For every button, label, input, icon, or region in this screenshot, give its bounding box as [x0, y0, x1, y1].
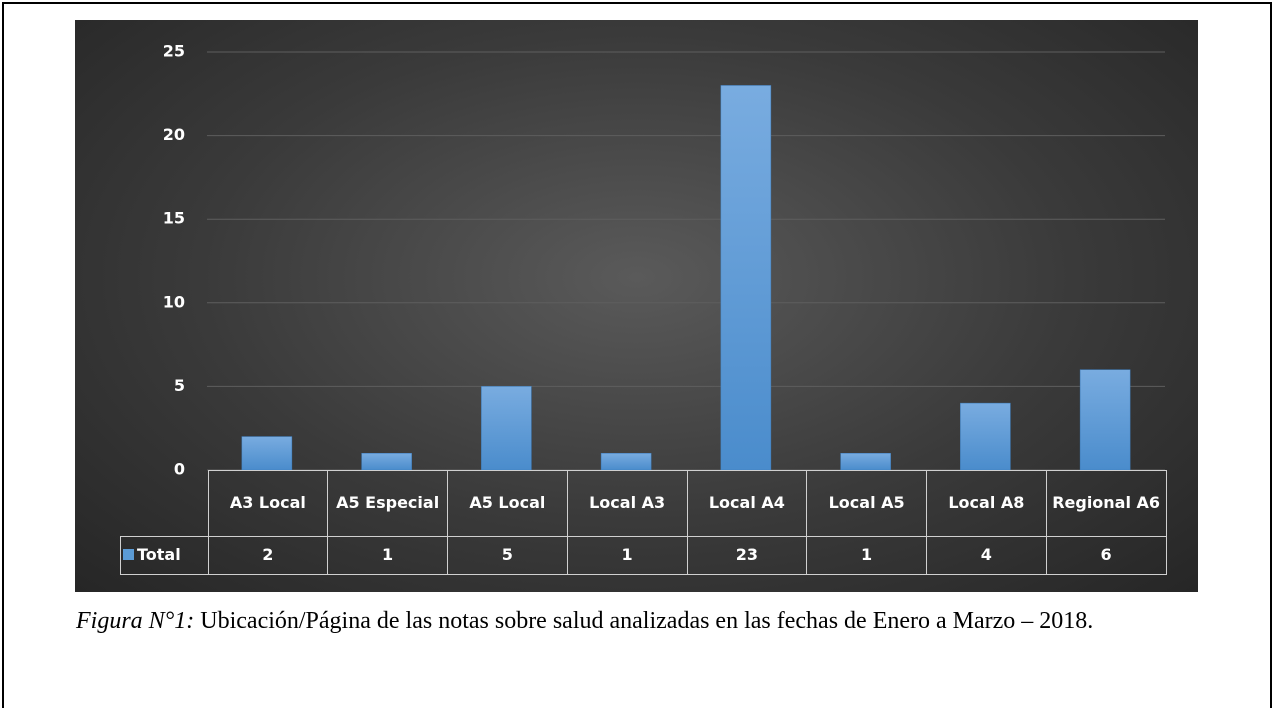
y-tick-label: 5 — [174, 376, 185, 395]
bar — [241, 436, 293, 471]
chart-svg: 0 5 10 15 20 25 — [163, 42, 1165, 479]
bar — [600, 453, 652, 471]
bar — [840, 453, 891, 471]
table-value: 4 — [926, 536, 1047, 575]
table-value: 23 — [686, 536, 808, 575]
x-tick-label: Local A5 — [806, 470, 927, 537]
x-tick-label: Regional A6 — [1045, 470, 1167, 537]
y-tick-label: 0 — [174, 460, 185, 479]
y-tick-label: 15 — [163, 209, 185, 228]
x-tick-label: Local A4 — [686, 470, 808, 537]
y-tick-label: 20 — [163, 125, 185, 144]
table-value: 1 — [806, 536, 927, 575]
table-value: 1 — [327, 536, 448, 575]
x-tick-label: A5 Local — [447, 470, 568, 537]
value-row: Total 2 1 5 1 23 1 4 6 — [120, 536, 1167, 575]
bar — [361, 453, 412, 471]
bar — [960, 402, 1011, 471]
x-tick-label: Local A3 — [566, 470, 688, 537]
table-value: 2 — [207, 536, 329, 575]
data-table: A3 Local A5 Especial A5 Local Local A3 Local… — [120, 470, 1167, 575]
category-row: A3 Local A5 Especial A5 Local Local A3 Local… — [120, 470, 1167, 537]
x-tick-label: A3 Local — [207, 470, 329, 537]
series-cell: Total — [120, 536, 209, 575]
y-tick-label: 25 — [163, 42, 185, 61]
bar — [481, 386, 532, 471]
caption-text: Ubicación/Página de las notas sobre salu… — [200, 608, 1094, 634]
caption-label: Figura N°1: — [76, 608, 195, 634]
bar — [720, 85, 772, 471]
table-value: 5 — [447, 536, 568, 575]
bar — [1079, 369, 1131, 471]
y-tick-label: 10 — [163, 292, 185, 311]
chart: 0 5 10 15 20 25 A3 Local A5 Especial A5 Local Lo… — [75, 20, 1198, 592]
corner-cell — [120, 470, 209, 537]
table-value: 1 — [566, 536, 688, 575]
legend-key — [123, 549, 134, 561]
caption: Figura N°1: Ubicación/Página de las nota… — [76, 604, 1186, 638]
x-tick-label: Local A8 — [926, 470, 1047, 537]
table-value: 6 — [1045, 536, 1167, 575]
x-tick-label: A5 Especial — [327, 470, 448, 537]
legend-label: Total — [137, 545, 181, 565]
